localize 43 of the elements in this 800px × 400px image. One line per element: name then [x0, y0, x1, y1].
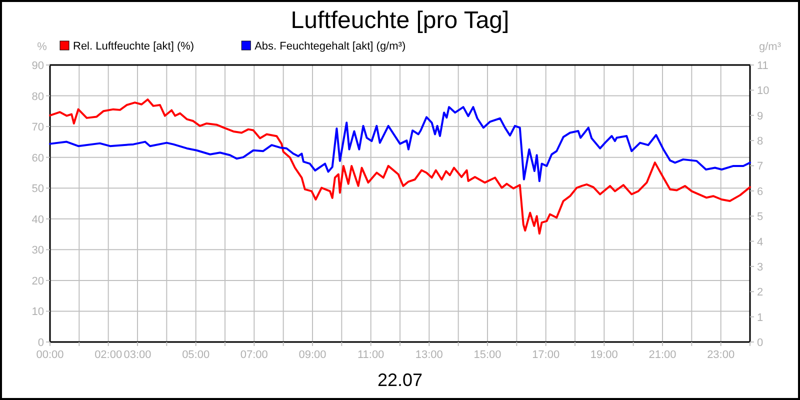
y-tick-label: 30 [32, 244, 44, 257]
x-tick-label: 13:00 [415, 349, 443, 361]
legend-label: Abs. Feuchtegehalt [akt] (g/m³) [254, 40, 406, 52]
x-tick-label: 17:00 [532, 349, 560, 361]
x-tick-label: 05:00 [182, 349, 210, 361]
y2-tick-label: 10 [757, 85, 770, 98]
y2-tick-label: 0 [757, 337, 764, 349]
x-tick-label: 02:00 [94, 349, 122, 361]
x-axis-title: 22.07 [377, 370, 423, 390]
y-tick-label: 70 [32, 122, 44, 134]
x-tick-label: 03:00 [124, 349, 152, 361]
y2-tick-label: 4 [757, 236, 764, 248]
legend-label: Rel. Luftfeuchte [akt] (%) [73, 40, 194, 52]
line-series [49, 98, 751, 235]
y2-tick-label: 11 [757, 60, 768, 72]
y-tick-label: 0 [38, 337, 44, 349]
y2-tick-label: 3 [757, 261, 764, 274]
y2-tick-label: 6 [757, 186, 764, 198]
x-tick-label: 21:00 [648, 349, 676, 361]
y2-tick-label: 8 [757, 136, 764, 148]
x-tick-label: 11:00 [357, 349, 384, 361]
y2-tick-label: 9 [757, 110, 764, 122]
y-tick-label: 60 [32, 152, 44, 164]
y-tick-label: 40 [32, 214, 44, 226]
y2-tick-label: 1 [757, 312, 764, 324]
y-tick-label: 50 [32, 183, 44, 196]
y-tick-label: 80 [32, 90, 44, 103]
y2-tick-label: 7 [757, 160, 764, 173]
y-axis-title: % [37, 41, 48, 53]
x-tick-label: 15:00 [474, 349, 502, 361]
y2-tick-label: 2 [757, 286, 764, 299]
y2-axis-title: g/m³ [759, 41, 782, 53]
x-tick-label: 07:00 [240, 349, 268, 361]
y-tick-label: 10 [32, 306, 44, 318]
x-tick-label: 00:00 [36, 349, 64, 361]
x-tick-label: 19:00 [590, 349, 618, 361]
line-series [49, 106, 751, 182]
y2-tick-label: 5 [757, 211, 764, 224]
y-tick-label: 20 [32, 275, 44, 288]
x-tick-label: 23:00 [707, 349, 735, 361]
x-tick-label: 09:00 [298, 349, 326, 361]
chart-title: Luftfeuchte [pro Tag] [290, 7, 510, 34]
y-tick-label: 90 [32, 60, 44, 72]
